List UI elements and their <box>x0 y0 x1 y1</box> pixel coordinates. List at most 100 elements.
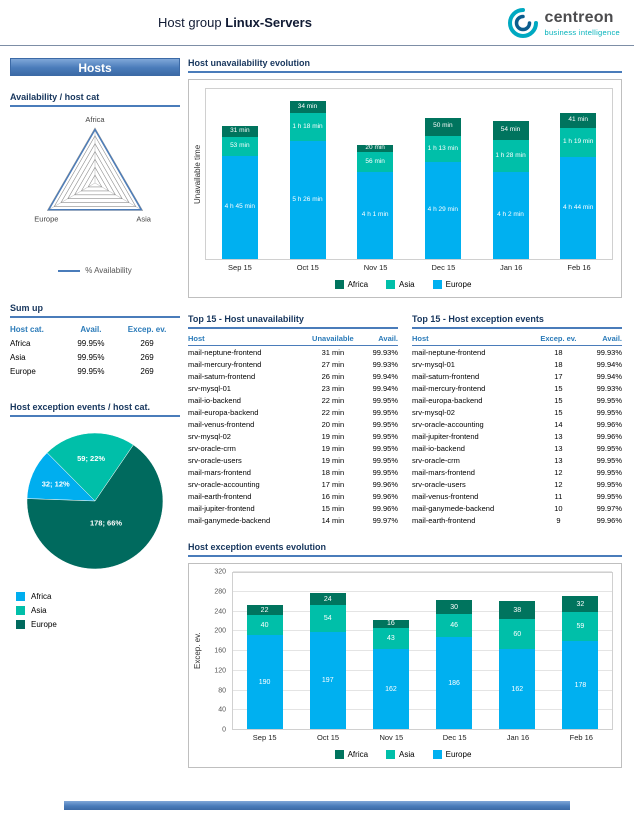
col-host: Host <box>412 332 533 346</box>
legend-item: Europe <box>432 280 471 289</box>
bar-segment-africa: 38 <box>499 600 536 620</box>
table-row: mail-earth-frontend 9 99.96% <box>412 514 622 526</box>
stacked-bar: 162 60 38 <box>499 600 536 729</box>
table-cell: 9 <box>556 515 561 525</box>
legend-swatch <box>386 280 396 289</box>
page-title: Host group Linux-Servers <box>10 15 460 30</box>
table-row: srv-oracle-accounting 14 99.96% <box>412 418 622 430</box>
bar-segment-europe: 186 <box>436 637 473 729</box>
table-row: mail-earth-frontend 16 min 99.96% <box>188 490 398 502</box>
table-cell: srv-oracle-crm <box>412 455 460 465</box>
table-cell: 23 min <box>321 383 345 393</box>
bar-segment-africa: 32 <box>562 596 599 612</box>
bar-segment-europe: 162 <box>372 649 409 729</box>
table-cell: srv-mysql-01 <box>412 359 455 369</box>
legend-label: Europe <box>445 750 472 759</box>
radar-availability-series <box>47 128 143 211</box>
table-cell: srv-mysql-02 <box>412 407 455 417</box>
availability-section-title: Availability / host cat <box>10 92 180 107</box>
top15-exception-title: Top 15 - Host exception events <box>412 314 622 329</box>
radar-axis-label: Asia <box>136 215 151 224</box>
bar-segment-africa: 50 min <box>424 117 461 136</box>
legend-label: Asia <box>31 606 47 615</box>
top15-unavailability-title: Top 15 - Host unavailability <box>188 314 398 329</box>
y-axis-tick-label: 320 <box>214 568 226 576</box>
table-row: mail-mars-frontend 18 min 99.95% <box>188 466 398 478</box>
table-cell: 269 <box>140 366 154 376</box>
table-cell: 31 min <box>321 347 345 357</box>
gridline <box>233 571 612 572</box>
table-cell: 99.95% <box>372 455 398 465</box>
y-axis-tick-label: 240 <box>214 608 226 615</box>
table-cell: 99.93% <box>596 347 622 357</box>
gridline <box>233 610 612 612</box>
main-content: Host unavailability evolution Unavailabl… <box>188 58 622 768</box>
bar-segment-africa: 41 min <box>560 113 597 129</box>
stacked-bar: 197 54 24 <box>309 593 346 729</box>
gridline <box>233 650 612 651</box>
table-row: mail-venus-frontend 20 min 99.95% <box>188 418 398 430</box>
legend-label: Africa <box>347 280 369 289</box>
stacked-bar: 186 46 30 <box>436 599 473 729</box>
bar-segment-africa: 20 min <box>357 144 394 152</box>
table-cell: 99.93% <box>596 383 622 393</box>
table-row: srv-mysql-01 23 min 99.94% <box>188 382 398 394</box>
sumup-table: Host cat. Avail. Excep. ev. Africa 99.95%… <box>10 323 180 378</box>
table-cell: 99.95% <box>77 366 105 376</box>
stacked-bar: 190 40 22 <box>246 604 283 729</box>
x-axis-label: Nov 15 <box>363 263 388 272</box>
col-avail: Avail. <box>584 332 622 346</box>
table-cell: 99.96% <box>596 515 622 525</box>
stacked-bar: 4 h 45 min 53 min 31 min <box>221 125 258 259</box>
table-row: mail-mars-frontend 12 99.95% <box>412 466 622 478</box>
table-row: mail-mercury-frontend 27 min 99.93% <box>188 358 398 370</box>
exception-events-chart: Excep. ev. 0 40 80 120 160 200 240 280 320 190 40… <box>188 563 622 768</box>
table-row: srv-oracle-users 12 99.95% <box>412 478 622 490</box>
table-cell: 269 <box>140 352 154 362</box>
x-axis-label: Oct 15 <box>316 733 340 742</box>
table-header-row: Host Unavailable Avail. <box>188 332 398 346</box>
table-cell: 12 <box>554 479 563 489</box>
bar-segment-asia: 53 min <box>221 137 258 157</box>
legend-label: Africa <box>31 592 52 601</box>
table-cell: 13 <box>554 431 563 441</box>
table-cell: 12 <box>554 467 563 477</box>
pie-section-title: Host exception events / host cat. <box>10 402 180 417</box>
table-cell: 22 min <box>321 407 345 417</box>
bar-segment-asia: 1 h 13 min <box>424 135 461 162</box>
brand-tagline: business intelligence <box>544 27 620 37</box>
radar-grid-ring <box>60 143 130 203</box>
table-cell: mail-mercury-frontend <box>188 359 262 369</box>
table-cell: 99.95% <box>596 455 622 465</box>
table-cell: 17 min <box>321 479 345 489</box>
stacked-bar: 162 43 16 <box>372 619 409 729</box>
bar-segment-europe: 178 <box>562 641 599 729</box>
table-cell: mail-mars-frontend <box>188 467 251 477</box>
bar-column: 5 h 26 min 1 h 18 min 34 min <box>274 89 342 259</box>
table-cell: 99.95% <box>596 467 622 477</box>
y-axis-tick-label: 0 <box>222 726 226 734</box>
exception-table: Host Excep. ev. Avail. mail-neptune-fron… <box>412 332 622 526</box>
table-cell: 99.95% <box>372 467 398 477</box>
report-header: Host group Linux-Servers centreon busine… <box>0 0 634 46</box>
table-cell: 16 min <box>321 491 345 501</box>
table-row: mail-jupiter-frontend 13 99.96% <box>412 430 622 442</box>
legend-item: Asia <box>16 606 180 615</box>
table-cell: 99.95% <box>372 395 398 405</box>
table-cell: 99.96% <box>372 479 398 489</box>
table-row: Europe 99.95% 269 <box>10 364 180 378</box>
y-axis-title: Unavailable time <box>193 144 202 204</box>
table-cell: 99.96% <box>596 419 622 429</box>
table-cell: 18 min <box>321 467 345 477</box>
y-axis-tick-label: 280 <box>214 588 226 596</box>
bar-column: 4 h 45 min 53 min 31 min <box>206 89 274 259</box>
pie-legend: Africa Asia Europe <box>10 592 180 629</box>
table-cell: 99.95% <box>77 352 105 362</box>
table-row: Africa 99.95% 269 <box>10 336 180 350</box>
table-cell: mail-neptune-frontend <box>188 347 262 357</box>
radar-axis-label: Europe <box>34 215 58 224</box>
table-header-row: Host Excep. ev. Avail. <box>412 332 622 346</box>
table-cell: mail-europa-backend <box>188 407 259 417</box>
table-cell: srv-oracle-accounting <box>188 479 260 489</box>
